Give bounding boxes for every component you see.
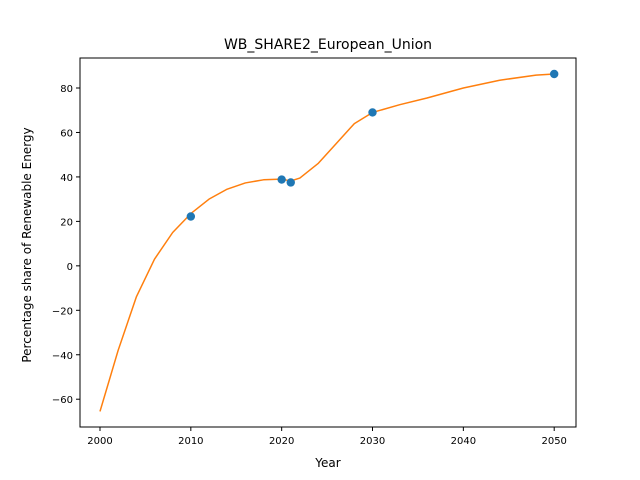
y-axis-label: Percentage share of Renewable Energy xyxy=(20,127,34,362)
x-tick-label: 2020 xyxy=(269,436,294,447)
data-point xyxy=(277,175,286,184)
data-point xyxy=(286,178,295,187)
plot-area: 2000 2010 2020 2030 2040 2050−60−40−200204060… xyxy=(52,57,577,447)
x-tick-label: 2040 xyxy=(451,436,476,447)
y-tick-label: 20 xyxy=(60,217,73,228)
x-axis-label: Year xyxy=(314,456,340,470)
y-tick-label: 60 xyxy=(60,128,73,139)
y-tick-label: −40 xyxy=(52,351,73,362)
data-point xyxy=(368,108,377,117)
y-tick-label: 40 xyxy=(60,173,73,184)
x-tick-label: 2030 xyxy=(360,436,385,447)
y-tick-label: −20 xyxy=(52,306,73,317)
axes-frame xyxy=(79,57,577,428)
chart-title: WB_SHARE2_European_Union xyxy=(224,37,432,53)
x-tick-label: 2050 xyxy=(541,436,566,447)
y-tick-label: 80 xyxy=(60,84,73,95)
x-tick-label: 2010 xyxy=(178,436,203,447)
x-tick-label: 2000 xyxy=(87,436,112,447)
y-tick-label: 0 xyxy=(67,262,73,273)
y-tick-label: −60 xyxy=(52,395,73,406)
data-point xyxy=(186,212,196,221)
data-point xyxy=(550,69,559,79)
